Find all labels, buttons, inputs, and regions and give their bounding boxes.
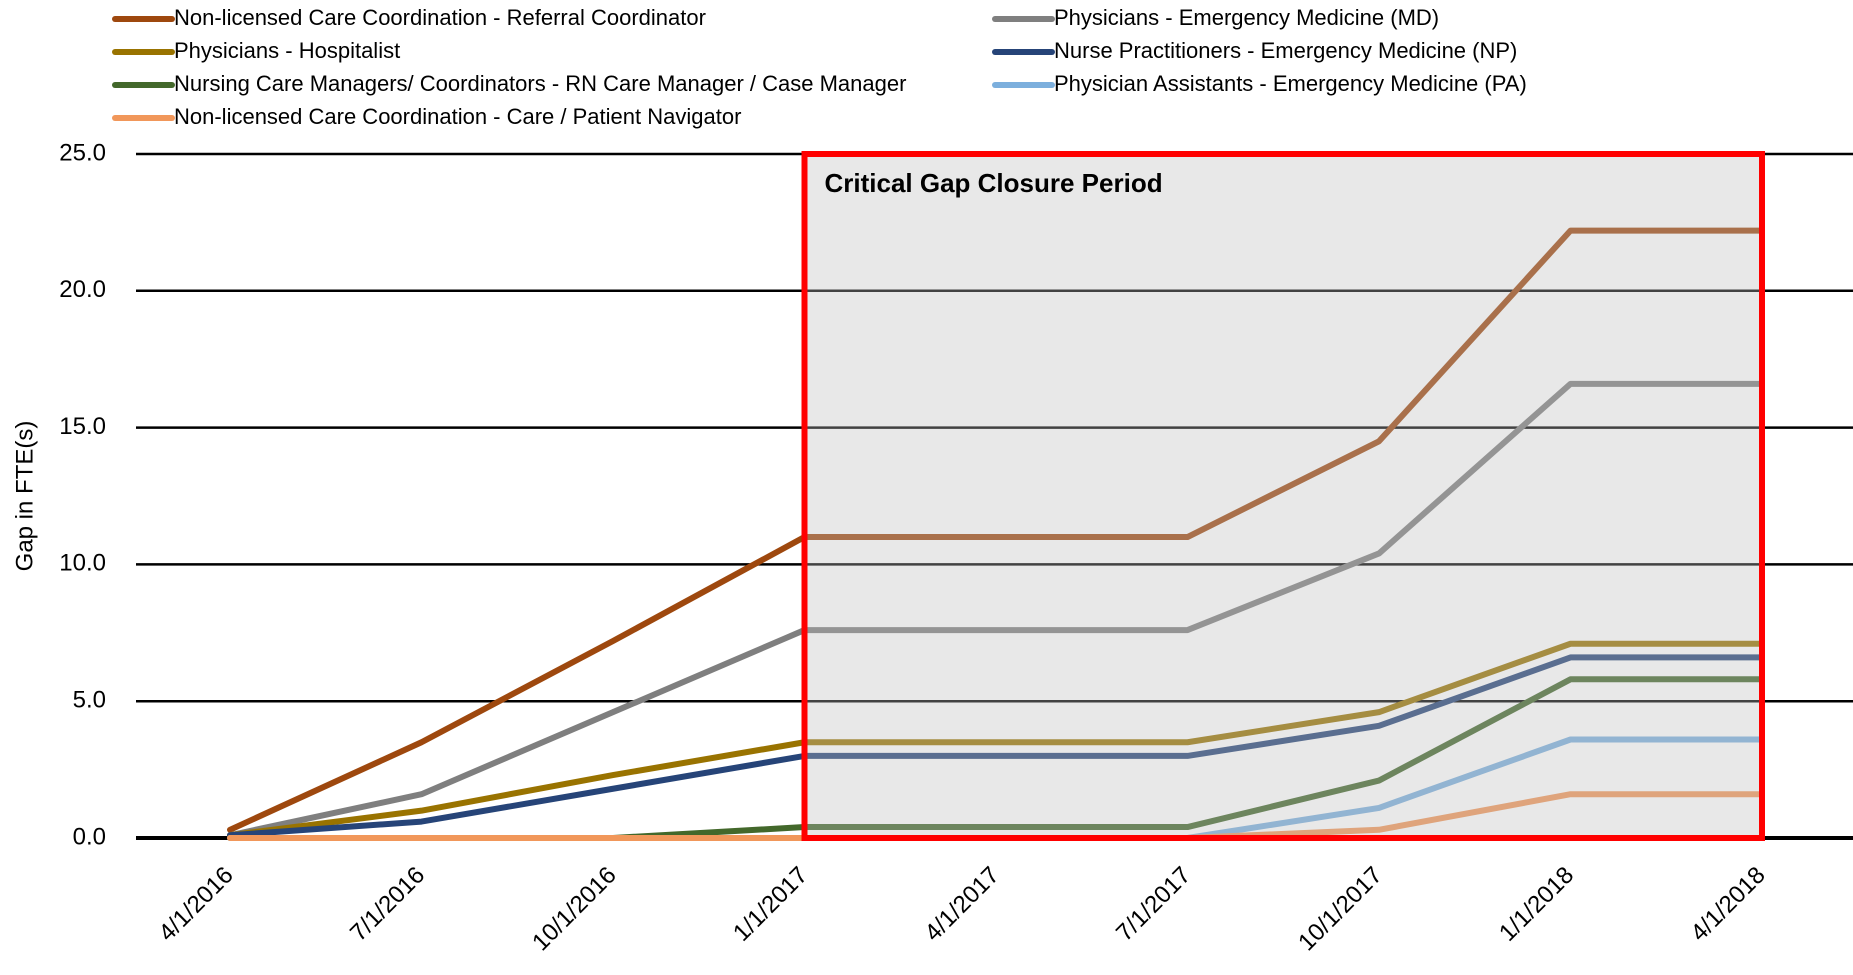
legend-label: Nursing Care Managers/ Coordinators - RN… (174, 71, 906, 96)
x-tick-label: 4/1/2017 (920, 862, 1005, 947)
legend-label: Physician Assistants - Emergency Medicin… (1054, 71, 1527, 96)
series-line (227, 640, 1765, 839)
x-tick-label: 4/1/2018 (1686, 862, 1771, 947)
series-line (227, 654, 1765, 839)
y-tick-label: 5.0 (73, 687, 106, 714)
legend-label: Nurse Practitioners - Emergency Medicine… (1054, 38, 1517, 63)
highlight-region (801, 151, 1765, 841)
legend-label: Physicians - Emergency Medicine (MD) (1054, 5, 1439, 30)
x-tick-label: 10/1/2016 (527, 862, 622, 957)
x-tick-label: 4/1/2016 (154, 862, 239, 947)
x-tick-label: 7/1/2016 (345, 862, 430, 947)
series-line (227, 227, 1765, 833)
y-tick-label: 25.0 (59, 139, 106, 166)
x-tick-label: 1/1/2018 (1494, 862, 1579, 947)
x-tick-label: 1/1/2017 (728, 862, 813, 947)
legend-label: Non-licensed Care Coordination - Referra… (174, 5, 706, 30)
x-tick-label: 7/1/2017 (1111, 862, 1196, 947)
x-tick-label: 10/1/2017 (1293, 862, 1388, 957)
legend-label: Physicians - Hospitalist (174, 38, 400, 63)
series-line (227, 380, 1765, 839)
y-tick-label: 20.0 (59, 276, 106, 303)
y-tick-label: 15.0 (59, 413, 106, 440)
legend-label: Non-licensed Care Coordination - Care / … (174, 104, 741, 129)
highlight-label: Critical Gap Closure Period (825, 168, 1163, 198)
y-tick-label: 10.0 (59, 550, 106, 577)
y-tick-label: 0.0 (73, 823, 106, 850)
y-axis-label: Gap in FTE(s) (11, 421, 38, 572)
